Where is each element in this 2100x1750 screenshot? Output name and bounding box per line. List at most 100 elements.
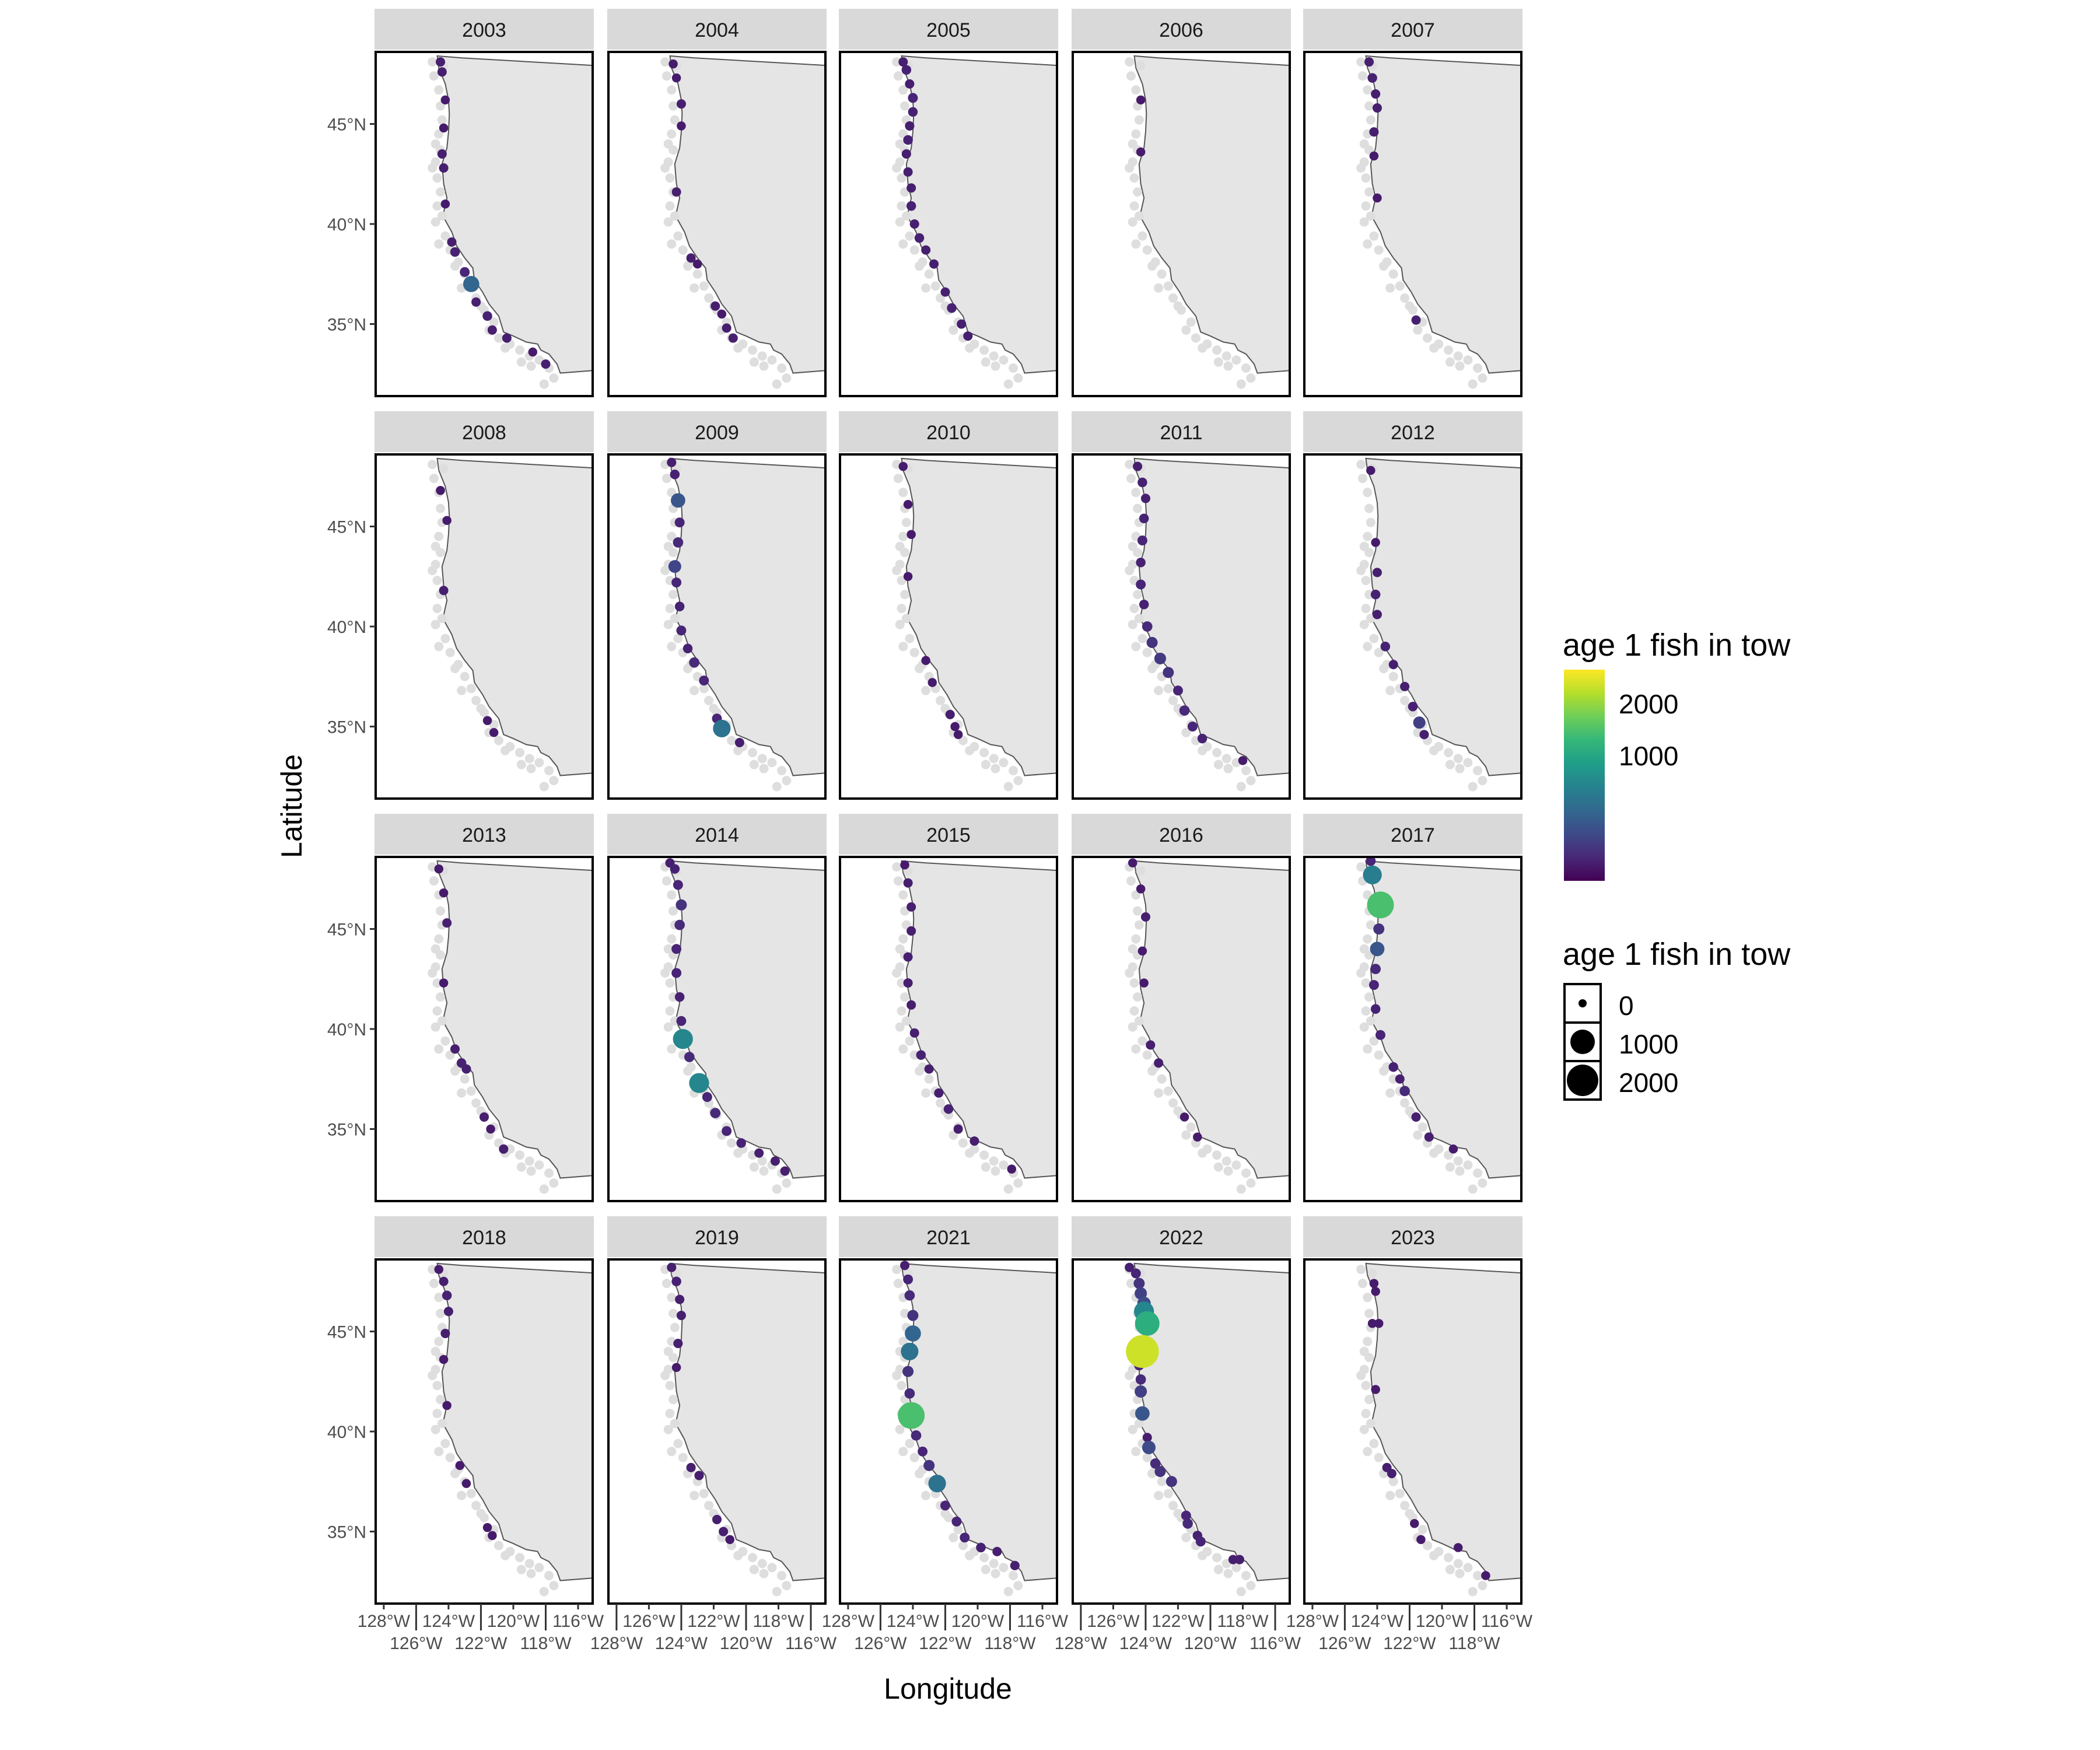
- zero-catch-point: [1429, 1148, 1439, 1158]
- catch-point: [434, 864, 444, 874]
- zero-catch-point: [1357, 71, 1367, 81]
- zero-catch-point: [1236, 1587, 1246, 1597]
- catch-point: [911, 1430, 922, 1441]
- catch-point: [900, 1261, 910, 1270]
- zero-catch-point: [1168, 1500, 1178, 1510]
- zero-catch-point: [516, 760, 526, 769]
- zero-catch-point: [494, 736, 503, 746]
- zero-catch-point: [733, 343, 743, 353]
- zero-catch-point: [428, 1265, 438, 1275]
- catch-point: [702, 1092, 712, 1102]
- zero-catch-point: [1154, 685, 1164, 695]
- zero-catch-point: [1222, 351, 1231, 361]
- zero-catch-point: [516, 357, 526, 367]
- zero-catch-point: [1364, 101, 1374, 111]
- catch-point: [1369, 127, 1379, 137]
- zero-catch-point: [726, 1138, 736, 1148]
- panel-border: [607, 856, 827, 1202]
- zero-catch-point: [1356, 565, 1366, 575]
- zero-catch-point: [1133, 906, 1143, 916]
- zero-catch-point: [1455, 1569, 1465, 1578]
- zero-catch-point: [430, 1346, 440, 1356]
- zero-catch-point: [534, 1160, 544, 1170]
- catch-point: [668, 59, 678, 69]
- catch-point: [1138, 946, 1147, 956]
- facet-strip-label: 2017: [1391, 824, 1435, 846]
- zero-catch-point: [953, 1525, 963, 1535]
- zero-catch-point: [678, 1452, 688, 1462]
- zero-catch-point: [909, 245, 919, 255]
- zero-catch-point: [1198, 1550, 1208, 1560]
- zero-catch-point: [450, 1066, 460, 1076]
- zero-catch-point: [901, 211, 911, 221]
- zero-catch-point: [898, 642, 908, 652]
- zero-catch-point: [898, 531, 908, 541]
- zero-catch-point: [436, 503, 446, 513]
- catch-point: [1368, 980, 1379, 991]
- zero-catch-point: [466, 1086, 476, 1096]
- catch-point: [456, 1058, 467, 1068]
- panel-border: [607, 1258, 827, 1605]
- zero-catch-point: [924, 269, 934, 279]
- zero-catch-point: [1445, 357, 1455, 367]
- panel-border: [1303, 856, 1522, 1202]
- facet-strip: [839, 814, 1058, 855]
- catch-point: [671, 1276, 681, 1287]
- zero-catch-point: [471, 1098, 481, 1108]
- catch-point: [673, 1339, 683, 1349]
- catch-point: [674, 601, 685, 611]
- zero-catch-point: [1388, 269, 1398, 279]
- panel-border: [1072, 51, 1291, 397]
- catch-point: [1367, 73, 1377, 83]
- facet-strip: [607, 814, 827, 855]
- catch-point: [439, 123, 449, 133]
- panel-border: [839, 453, 1058, 800]
- zero-catch-point: [1181, 1532, 1191, 1542]
- catch-point: [1150, 1458, 1161, 1469]
- color-legend-title: age 1 fish in tow: [1563, 628, 1791, 663]
- zero-catch-point: [683, 664, 693, 674]
- catch-point: [728, 333, 738, 343]
- panel-border: [1303, 1258, 1522, 1605]
- zero-catch-point: [1379, 1066, 1389, 1076]
- facet-strip: [1303, 9, 1522, 50]
- catch-point: [1387, 1469, 1396, 1479]
- zero-catch-point: [663, 1424, 673, 1434]
- catch-point: [754, 1148, 764, 1158]
- zero-catch-point: [673, 231, 683, 241]
- zero-catch-point: [1359, 1022, 1369, 1032]
- zero-catch-point: [667, 129, 677, 139]
- catch-point: [1366, 466, 1376, 475]
- zero-catch-point: [670, 1322, 680, 1332]
- zero-catch-point: [1361, 1381, 1371, 1391]
- zero-catch-point: [1361, 576, 1371, 586]
- zero-catch-point: [1453, 754, 1463, 764]
- panel-border: [607, 51, 827, 397]
- catch-point: [1374, 1319, 1384, 1328]
- land-polygon: [901, 860, 1057, 1179]
- zero-catch-point: [1173, 1106, 1183, 1116]
- catch-point: [1135, 1287, 1147, 1300]
- size-key-dot: [1570, 1030, 1595, 1054]
- catch-point: [907, 183, 916, 193]
- facet-2022: 2022 128°W 126°W 124°W 122°W 120°W 118°W 116°W: [1055, 1216, 1301, 1653]
- zero-catch-point: [999, 758, 1009, 768]
- catch-point: [671, 73, 681, 83]
- panel-content: [428, 457, 593, 792]
- x-tick-label: 122°W: [687, 1612, 740, 1631]
- zero-catch-point: [439, 464, 449, 474]
- zero-catch-point: [1131, 239, 1141, 249]
- x-tick-label: 116°W: [785, 1634, 837, 1653]
- zero-catch-point: [897, 173, 907, 183]
- catch-point: [929, 259, 939, 269]
- zero-catch-point: [660, 968, 670, 978]
- catch-point: [1128, 858, 1138, 868]
- facet-2019: 2019 128°W 126°W 124°W 122°W 120°W 118°W 116°W: [590, 1216, 837, 1653]
- catch-point: [684, 1052, 695, 1062]
- catch-point: [907, 902, 916, 912]
- zero-catch-point: [1157, 269, 1167, 279]
- zero-catch-point: [1163, 1489, 1173, 1499]
- zero-catch-point: [668, 1308, 678, 1318]
- zero-catch-point: [748, 1553, 758, 1563]
- x-tick-label: 126°W: [1318, 1634, 1371, 1653]
